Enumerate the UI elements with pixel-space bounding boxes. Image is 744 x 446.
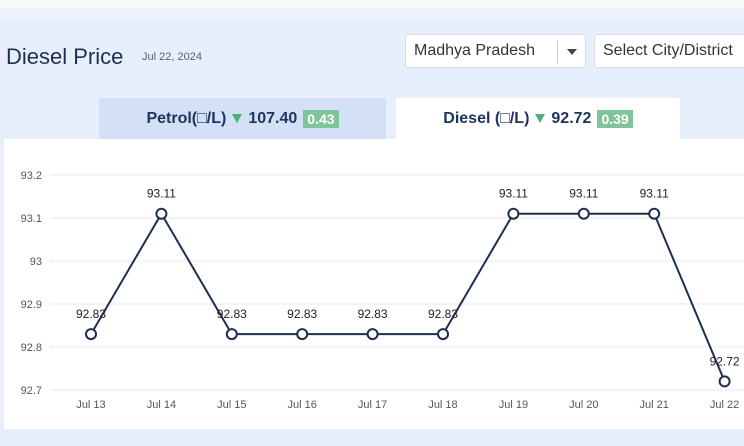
data-point [437, 328, 449, 341]
x-tick-label: Jul 21 [640, 399, 669, 411]
data-label: 93.11 [499, 187, 528, 201]
x-tick-label: Jul 14 [147, 399, 176, 411]
state-select[interactable]: Madhya Pradesh [405, 34, 586, 68]
data-point [225, 328, 238, 341]
chevron-down-icon[interactable] [567, 49, 577, 55]
data-point [85, 328, 97, 341]
tab-petrol-price: 107.40 [248, 109, 298, 127]
data-label: 93.11 [569, 187, 598, 201]
x-tick-label: Jul 19 [499, 399, 528, 411]
x-tick-label: Jul 20 [569, 399, 598, 411]
price-date: Jul 22, 2024 [142, 51, 202, 63]
y-tick-label: 93.2 [21, 170, 42, 182]
data-point [507, 207, 520, 220]
x-tick-label: Jul 15 [217, 399, 246, 411]
tab-petrol[interactable]: Petrol(□/L) 107.40 0.43 [99, 98, 386, 139]
data-label: 92.83 [76, 307, 106, 321]
series-line [90, 211, 726, 382]
tab-petrol-label: Petrol(□/L) [146, 109, 227, 127]
data-label: 92.83 [428, 307, 458, 321]
select-separator [557, 41, 558, 63]
x-tick-label: Jul 17 [358, 399, 387, 411]
tab-diesel-change-badge: 0.39 [597, 109, 633, 128]
data-point [155, 207, 168, 220]
data-point [577, 207, 590, 220]
y-tick-label: 92.8 [21, 342, 42, 354]
page-title: Diesel Price [6, 44, 124, 69]
top-strip [0, 0, 744, 8]
price-chart: 93.2 93.1 93 92.9 92.8 92.7 Jul 13 Jul 14 Jul 15… [4, 139, 744, 429]
data-label: 92.83 [358, 307, 388, 321]
y-tick-label: 92.9 [21, 299, 42, 311]
data-label: 93.11 [147, 187, 176, 201]
x-tick-label: Jul 22 [710, 399, 739, 411]
x-tick-label: Jul 16 [288, 399, 317, 411]
data-point [718, 375, 731, 388]
data-label: 92.83 [287, 307, 317, 321]
y-tick-label: 93 [30, 256, 42, 268]
data-label: 93.11 [640, 187, 669, 201]
down-arrow-icon [535, 114, 546, 123]
tab-diesel-price: 92.72 [551, 109, 592, 127]
city-select-value: Select City/District [603, 42, 733, 59]
tab-diesel[interactable]: Diesel (□/L) 92.72 0.39 [396, 98, 680, 139]
x-tick-label: Jul 13 [76, 399, 105, 411]
price-chart-svg: 93.2 93.1 93 92.9 92.8 92.7 Jul 13 Jul 14 Jul 15… [21, 170, 744, 411]
tab-diesel-label: Diesel (□/L) [443, 109, 530, 127]
y-tick-label: 92.7 [21, 385, 42, 397]
data-point [296, 328, 309, 341]
y-tick-label: 93.1 [21, 213, 42, 225]
data-label: 92.83 [217, 307, 247, 321]
tab-petrol-change-badge: 0.43 [303, 109, 339, 128]
data-point [366, 328, 379, 341]
state-select-value: Madhya Pradesh [414, 42, 535, 59]
data-label: 92.72 [710, 354, 740, 368]
city-select[interactable]: Select City/District [594, 34, 744, 68]
down-arrow-icon [232, 114, 243, 123]
x-tick-label: Jul 18 [428, 399, 457, 411]
data-point [648, 207, 661, 220]
